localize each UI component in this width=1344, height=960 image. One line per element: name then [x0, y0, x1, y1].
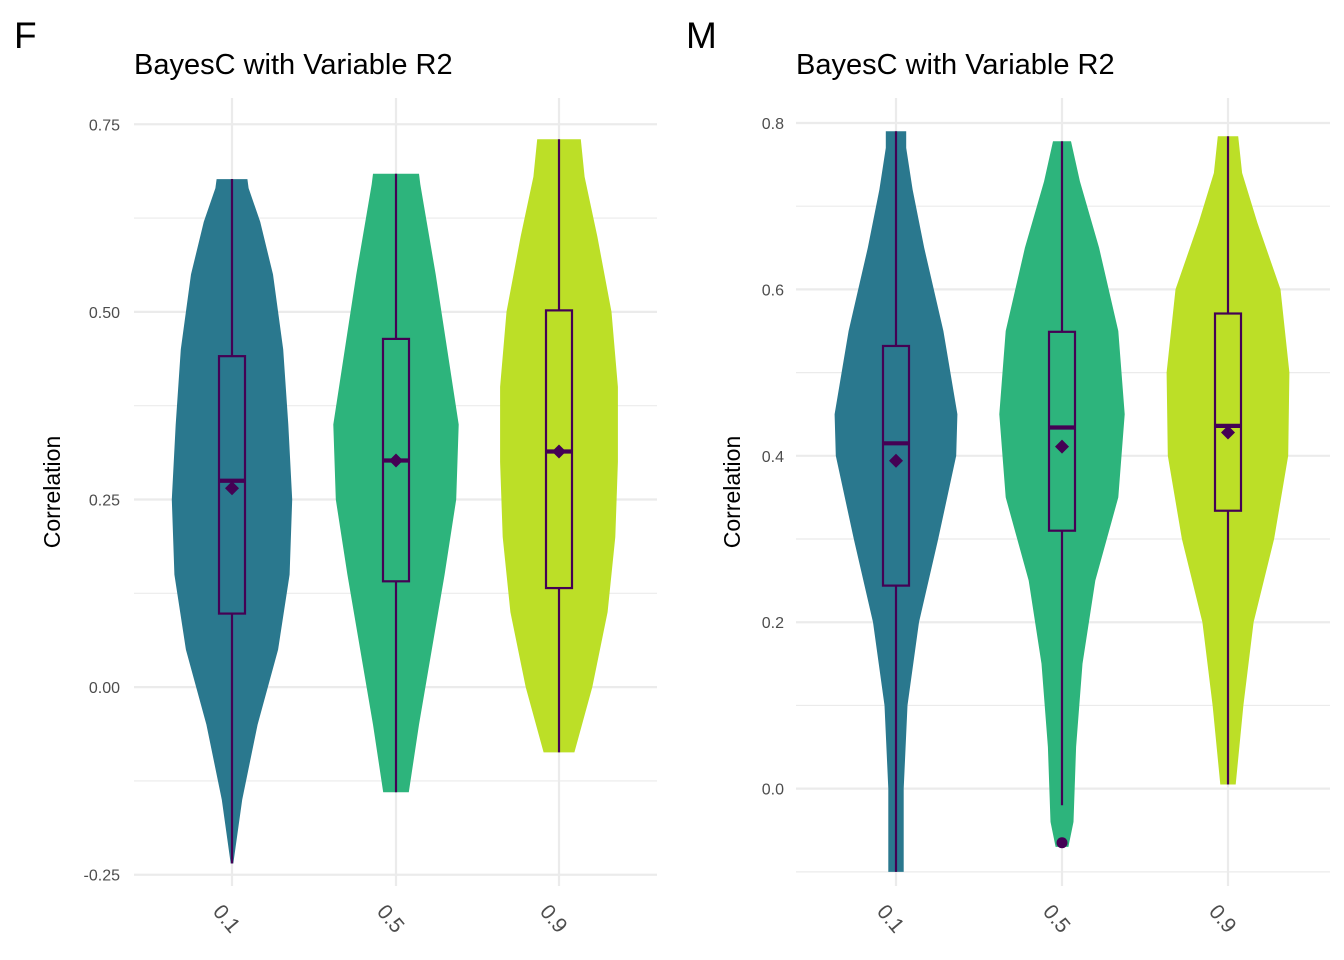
violin-shape: [999, 141, 1125, 847]
mean-marker: [1055, 439, 1069, 454]
panel-title: BayesC with Variable R2: [134, 49, 453, 81]
violin-group-0-1: [171, 179, 293, 864]
violin-shape: [171, 179, 293, 864]
panel-m: 0.8 0.6 0.4 0.2 0.0 0.1 0.5 0.9 BayesC with Vari…: [686, 15, 1330, 938]
y-axis-label: Correlation: [39, 436, 65, 549]
violin-group-0-5: [333, 173, 459, 793]
y-tick-label: 0.6: [762, 282, 784, 299]
iqr-box: [1213, 312, 1243, 512]
violin-shape: [333, 173, 459, 793]
violin-group-0-9: [1166, 136, 1290, 785]
violin-group-0-5: [999, 141, 1125, 849]
iqr-box: [544, 309, 574, 590]
mean-marker: [225, 481, 239, 496]
iqr-box: [881, 344, 911, 587]
y-tick-label: 0.00: [89, 680, 120, 697]
y-tick-label: 0.4: [762, 449, 784, 466]
mean-marker: [552, 444, 566, 459]
y-tick-label: 0.0: [762, 782, 784, 799]
mean-marker: [1221, 425, 1235, 440]
x-tick-label: 0.9: [535, 900, 571, 937]
y-tick-label: 0.75: [89, 117, 120, 134]
mean-marker: [389, 453, 403, 468]
panel-tag: M: [686, 15, 717, 56]
outlier-point: [1056, 837, 1068, 849]
violin-group-0-1: [834, 131, 958, 872]
violin-shape: [1166, 136, 1290, 785]
y-tick-label: 0.2: [762, 615, 784, 632]
violin-shape: [834, 131, 958, 872]
violin-group-0-9: [500, 139, 618, 753]
panel-title: BayesC with Variable R2: [796, 49, 1115, 81]
panel-tag: F: [14, 15, 37, 56]
x-tick-label: 0.1: [872, 900, 908, 937]
x-tick-label: 0.9: [1204, 900, 1240, 937]
iqr-box: [1047, 330, 1077, 532]
x-tick-label: 0.5: [372, 900, 408, 937]
mean-marker: [889, 453, 903, 468]
y-axis-label: Correlation: [719, 436, 745, 549]
y-tick-label: -0.25: [84, 868, 121, 885]
y-tick-label: 0.25: [89, 493, 120, 510]
y-tick-label: 0.8: [762, 116, 784, 133]
y-tick-label: 0.50: [89, 305, 120, 322]
panel-f: 0.75 0.50 0.25 0.00 -0.25 0.1 0.5 0.9 BayesC wit…: [14, 15, 657, 938]
x-tick-label: 0.1: [208, 900, 244, 937]
iqr-box: [217, 355, 247, 615]
x-tick-label: 0.5: [1038, 900, 1074, 937]
